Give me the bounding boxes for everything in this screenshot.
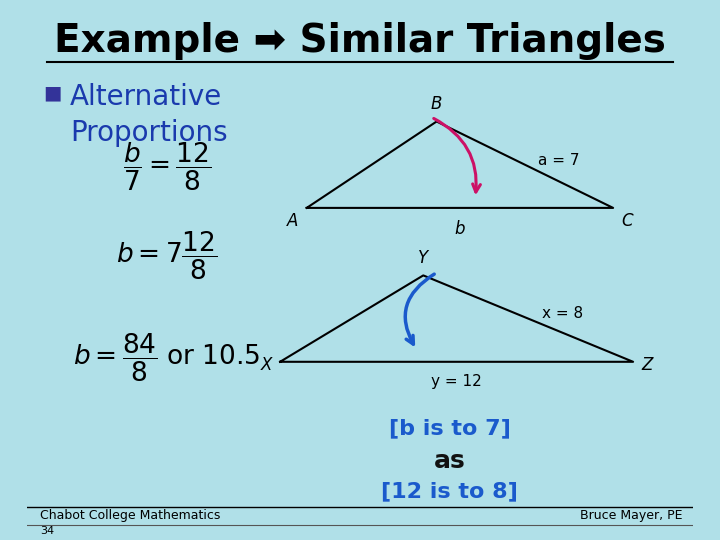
Text: ■: ■: [44, 84, 62, 103]
Text: Z: Z: [641, 355, 652, 374]
Text: Chabot College Mathematics: Chabot College Mathematics: [40, 509, 220, 522]
Text: $b = \dfrac{84}{8}\;\mathrm{or\ 10.5}$: $b = \dfrac{84}{8}\;\mathrm{or\ 10.5}$: [73, 332, 261, 384]
Text: A: A: [287, 212, 299, 230]
Text: as: as: [434, 449, 466, 473]
Text: 34: 34: [40, 526, 55, 536]
Text: Example ➡ Similar Triangles: Example ➡ Similar Triangles: [54, 22, 666, 59]
Text: $b = 7\dfrac{12}{8}$: $b = 7\dfrac{12}{8}$: [116, 230, 217, 282]
Text: Y: Y: [418, 249, 428, 267]
Text: C: C: [621, 212, 633, 230]
Text: y = 12: y = 12: [431, 374, 482, 389]
Text: B: B: [431, 95, 442, 113]
Text: Bruce Mayer, PE: Bruce Mayer, PE: [580, 509, 683, 522]
Text: x = 8: x = 8: [541, 306, 582, 321]
Text: [12 is to 8]: [12 is to 8]: [382, 482, 518, 502]
Text: [b is to 7]: [b is to 7]: [389, 418, 511, 438]
Text: a = 7: a = 7: [538, 153, 580, 168]
Text: $\dfrac{b}{7} = \dfrac{12}{8}$: $\dfrac{b}{7} = \dfrac{12}{8}$: [123, 140, 211, 193]
Text: Alternative
Proportions: Alternative Proportions: [71, 83, 228, 147]
Text: b: b: [454, 220, 465, 238]
Text: X: X: [261, 355, 272, 374]
